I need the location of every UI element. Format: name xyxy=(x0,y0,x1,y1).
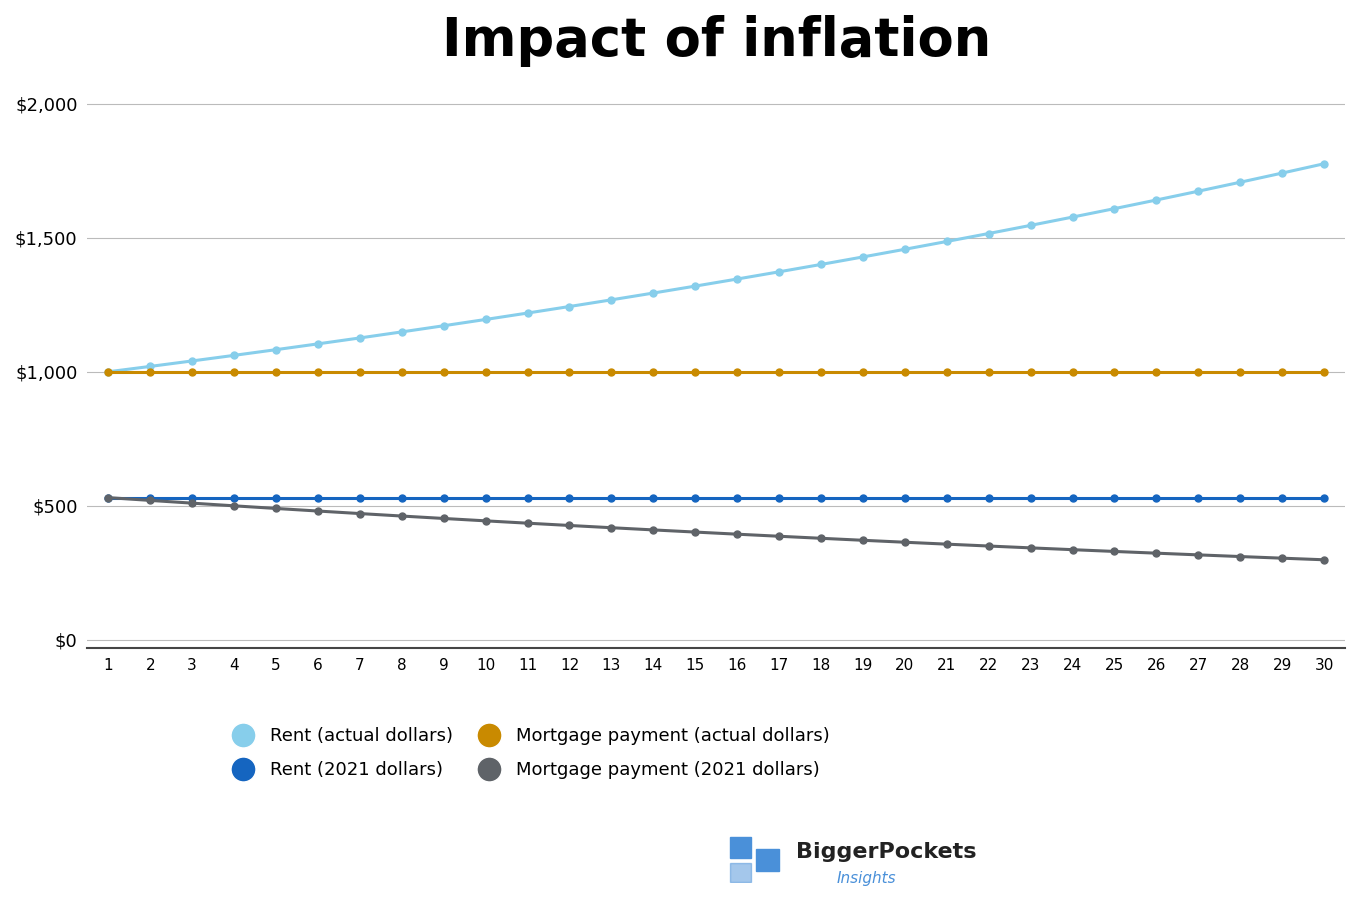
Bar xyxy=(730,863,751,882)
Bar xyxy=(730,836,751,859)
Text: BiggerPockets: BiggerPockets xyxy=(796,842,976,862)
Title: Impact of inflation: Impact of inflation xyxy=(442,15,991,67)
Bar xyxy=(756,849,779,871)
Text: Insights: Insights xyxy=(836,872,896,886)
Legend: Rent (actual dollars), Rent (2021 dollars), Mortgage payment (actual dollars), M: Rent (actual dollars), Rent (2021 dollar… xyxy=(218,719,838,786)
